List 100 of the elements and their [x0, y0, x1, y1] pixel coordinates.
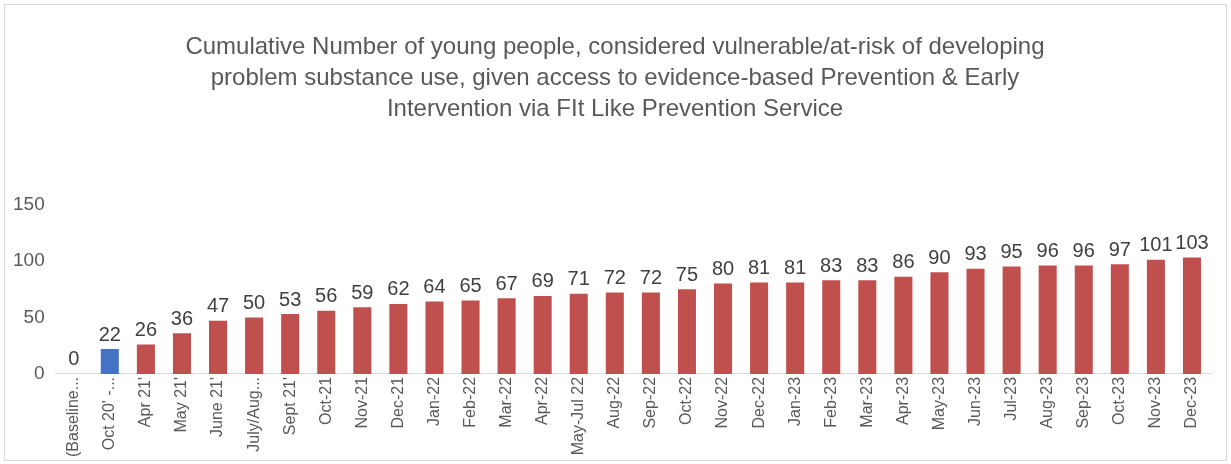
x-tick-label: Dec-21 — [388, 376, 406, 429]
x-tick-label: Sep-23 — [1074, 376, 1092, 429]
x-tick-label: Apr 21' — [136, 376, 154, 428]
y-tick-label: 100 — [13, 249, 45, 271]
x-tick-label: Jan-23 — [785, 376, 803, 426]
x-tick-label: Feb-23 — [821, 376, 839, 428]
bar — [1038, 265, 1057, 374]
data-label: 62 — [387, 277, 410, 300]
x-tick-label: Nov-23 — [1146, 376, 1164, 429]
data-label: 72 — [603, 266, 626, 289]
x-tick-label: Nov-22 — [713, 376, 731, 429]
chart-title: Cumulative Number of young people, considered vulnerable/at-risk of developing problem substance use, given access to evidence-based Prevention & Early Intervention via FIt Like Prevention Service — [184, 31, 1046, 123]
bar — [786, 282, 805, 374]
x-tick-label: Oct 20' -... — [100, 376, 118, 451]
bar — [677, 289, 696, 374]
bar — [858, 280, 877, 374]
bar — [425, 301, 444, 374]
bar — [100, 349, 119, 374]
data-label: 95 — [1000, 240, 1023, 263]
bar — [461, 300, 480, 374]
bar — [822, 280, 841, 374]
bar — [1182, 257, 1201, 374]
data-label: 59 — [351, 280, 374, 303]
x-tick-label: May 21' — [172, 376, 190, 433]
data-label: 103 — [1175, 231, 1209, 254]
bar — [894, 276, 913, 374]
bar — [605, 292, 624, 374]
x-tick-label: Jun-23 — [965, 376, 983, 426]
bar — [209, 320, 228, 374]
data-label: 64 — [423, 275, 446, 298]
data-label: 22 — [98, 322, 121, 345]
bar — [569, 293, 588, 374]
bar — [1002, 266, 1021, 374]
data-label: 93 — [964, 242, 987, 265]
bar — [930, 272, 949, 374]
y-tick-label: 150 — [13, 192, 45, 214]
bar — [714, 283, 733, 374]
data-label: 36 — [170, 306, 194, 329]
x-tick-label: Aug-23 — [1038, 376, 1056, 429]
data-label: 47 — [206, 294, 230, 317]
data-label: 86 — [892, 250, 915, 273]
x-tick-label: Feb-22 — [460, 376, 478, 428]
data-label: 97 — [1108, 237, 1131, 260]
data-label: 81 — [784, 255, 807, 278]
data-label: 26 — [134, 318, 158, 341]
bar — [533, 295, 552, 374]
x-tick-label: Jan-22 — [424, 376, 442, 426]
data-label: 83 — [820, 253, 843, 276]
bar — [1146, 259, 1165, 374]
bar — [750, 282, 769, 374]
x-tick-label: Dec-23 — [1182, 376, 1200, 429]
x-tick-label: Sept 21' — [280, 376, 298, 436]
x-tick-label: Oct-21 — [316, 376, 334, 425]
y-tick-label: 50 — [23, 305, 45, 327]
x-tick-label: June 21' — [208, 376, 226, 437]
bar — [245, 317, 264, 374]
data-label: 90 — [928, 245, 951, 268]
x-tick-label: May-Jul 22 — [569, 376, 587, 456]
x-tick-label: Sep-22 — [641, 376, 659, 429]
data-label: 75 — [675, 262, 699, 285]
bar — [1074, 265, 1093, 374]
x-tick-label: Jul-23 — [1002, 376, 1020, 421]
data-label: 53 — [279, 287, 302, 310]
x-tick-label: Dec-22 — [749, 376, 767, 429]
data-label: 67 — [495, 271, 518, 294]
bar — [641, 292, 660, 374]
x-tick-label: Apr-23 — [893, 376, 911, 425]
x-tick-label: May-23 — [929, 376, 947, 431]
bar — [1110, 264, 1129, 374]
bar — [497, 298, 516, 374]
bar — [389, 303, 408, 374]
x-tick-label: (Baseline... — [64, 376, 82, 458]
y-tick-label: 0 — [34, 362, 45, 384]
data-label: 81 — [747, 255, 771, 278]
data-label: 50 — [242, 290, 266, 313]
bar — [317, 310, 336, 374]
data-label: 56 — [315, 284, 338, 307]
x-tick-label: Mar-23 — [857, 376, 875, 428]
data-label: 101 — [1139, 233, 1173, 256]
bar — [353, 307, 372, 374]
data-label: 96 — [1072, 238, 1095, 261]
x-tick-label: Aug-22 — [605, 376, 623, 429]
x-tick-label: Oct-23 — [1110, 376, 1128, 425]
data-label: 80 — [711, 257, 735, 280]
x-tick-label: July/Aug... — [244, 376, 262, 452]
bar — [966, 268, 985, 374]
bar — [172, 333, 191, 374]
data-label: 72 — [639, 266, 663, 289]
data-label: 96 — [1036, 238, 1059, 261]
data-label: 0 — [68, 347, 80, 370]
data-label: 65 — [459, 274, 482, 296]
x-tick-label: Oct-22 — [677, 376, 695, 425]
x-tick-label: Mar-22 — [497, 376, 515, 428]
x-tick-label: Nov-21 — [352, 376, 370, 429]
data-label: 71 — [567, 267, 590, 290]
data-label: 83 — [856, 253, 879, 276]
x-tick-label: Apr-22 — [533, 376, 551, 425]
bar — [281, 314, 300, 374]
bar — [136, 344, 155, 374]
data-label: 69 — [531, 269, 554, 292]
